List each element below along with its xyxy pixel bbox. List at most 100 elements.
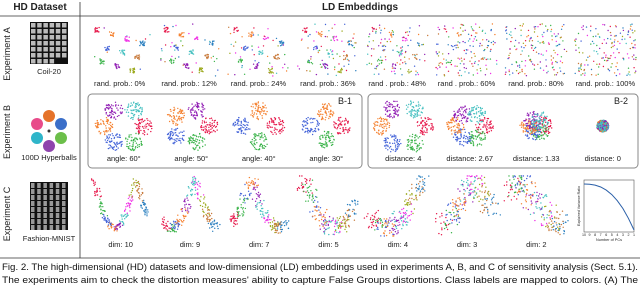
scatter-dot [267,210,268,211]
scatter-dot [457,45,458,46]
thumb-cell [62,47,67,52]
panel-label: dim: 5 [318,240,338,249]
scatter-dot [473,46,474,47]
scatter-dot [476,127,477,128]
scatter-dot [131,113,132,114]
scatter-dot [100,63,101,64]
scatter-dot [385,139,386,140]
scatter-dot [142,192,143,193]
scatter-dot [235,220,236,221]
scatter-dot [551,127,552,128]
scatter-dot [456,47,457,48]
scatter-dot [613,52,614,53]
scatter-dot [386,137,387,138]
scatter-dot [510,35,511,36]
scatter-dot [260,194,261,195]
scatter-dot [553,57,554,58]
scatter-dot [494,34,495,35]
scatter-dot [525,131,526,132]
scatter-dot [386,120,387,121]
thumb-cell [37,201,41,206]
scatter-dot [416,54,417,55]
scatter-dot [541,138,542,139]
scatter-dot [174,119,175,120]
scatter-dot [183,112,184,113]
scatter-dot [188,67,189,68]
scatter-dot [138,131,139,132]
scatter-dot [411,71,412,72]
scatter-dot [476,113,477,114]
scatter-dot [260,113,261,114]
scatter-dot [198,109,199,110]
scatter-dot [401,74,402,75]
scatter-dot [314,200,315,201]
scatter-dot [132,148,133,149]
scatter-dot [480,139,481,140]
scatter-dot [242,215,243,216]
scatter-dot [313,40,314,41]
scatter-dot [287,67,288,68]
scatter-dot [475,32,476,33]
scatter-dot [536,130,537,131]
scatter-dot [486,126,487,127]
scatter-dot [610,38,611,39]
scatter-dot [514,46,515,47]
scatter-dot [186,67,187,68]
scatter-dot [206,129,207,130]
scatter-dot [200,70,201,71]
thumb-cell [50,29,55,34]
scatter-dot [194,183,195,184]
thumb-cell [37,219,41,224]
scatter-dot [329,53,330,54]
scatter-dot [392,117,393,118]
scatter-dot [233,29,234,30]
scatter-dot [256,118,257,119]
scatter-dot [199,199,200,200]
scatter-dot [125,214,126,215]
scatter-dot [241,61,242,62]
scatter-dot [410,147,411,148]
scatter-dot [538,126,539,127]
scatter-dot [146,126,147,127]
scatter-dot [126,36,127,37]
scatter-dot [370,217,371,218]
scatter-dot [106,142,107,143]
scatter-dot [139,184,140,185]
scatter-dot [391,34,392,35]
scatter-dot [482,126,483,127]
thumb-cell [56,201,60,206]
scatter-dot [240,59,241,60]
scatter-dot [110,134,111,135]
scatter-dot [400,54,401,55]
scatter-dot [146,207,147,208]
scatter-dot [322,104,323,105]
scatter-dot [341,30,342,31]
scatter-dot [593,43,594,44]
scatter-dot [128,198,129,199]
scatter-dot [394,229,395,230]
scatter-dot [307,131,308,132]
scatter-dot [179,119,180,120]
scatter-dot [543,70,544,71]
scatter-dot [253,63,254,64]
scatter-dot [338,232,339,233]
scatter-dot [284,54,285,55]
scatter-dot [284,127,285,128]
scatter-dot [399,141,400,142]
scatter-dot [217,124,218,125]
scatter-dot [94,56,95,57]
scatter-dot [249,128,250,129]
scatter-dot [265,137,266,138]
scatter-dot [192,141,193,142]
scatter-dot [260,200,261,201]
scatter-dot [327,135,328,136]
scatter-dot [127,139,128,140]
scatter-dot [128,148,129,149]
scatter-dot [322,143,323,144]
scatter-dot [241,36,242,37]
scatter-dot [127,215,128,216]
scatter-dot [519,72,520,73]
scatter-dot [387,124,388,125]
scatter-dot [134,123,135,124]
scatter-dot [253,114,254,115]
